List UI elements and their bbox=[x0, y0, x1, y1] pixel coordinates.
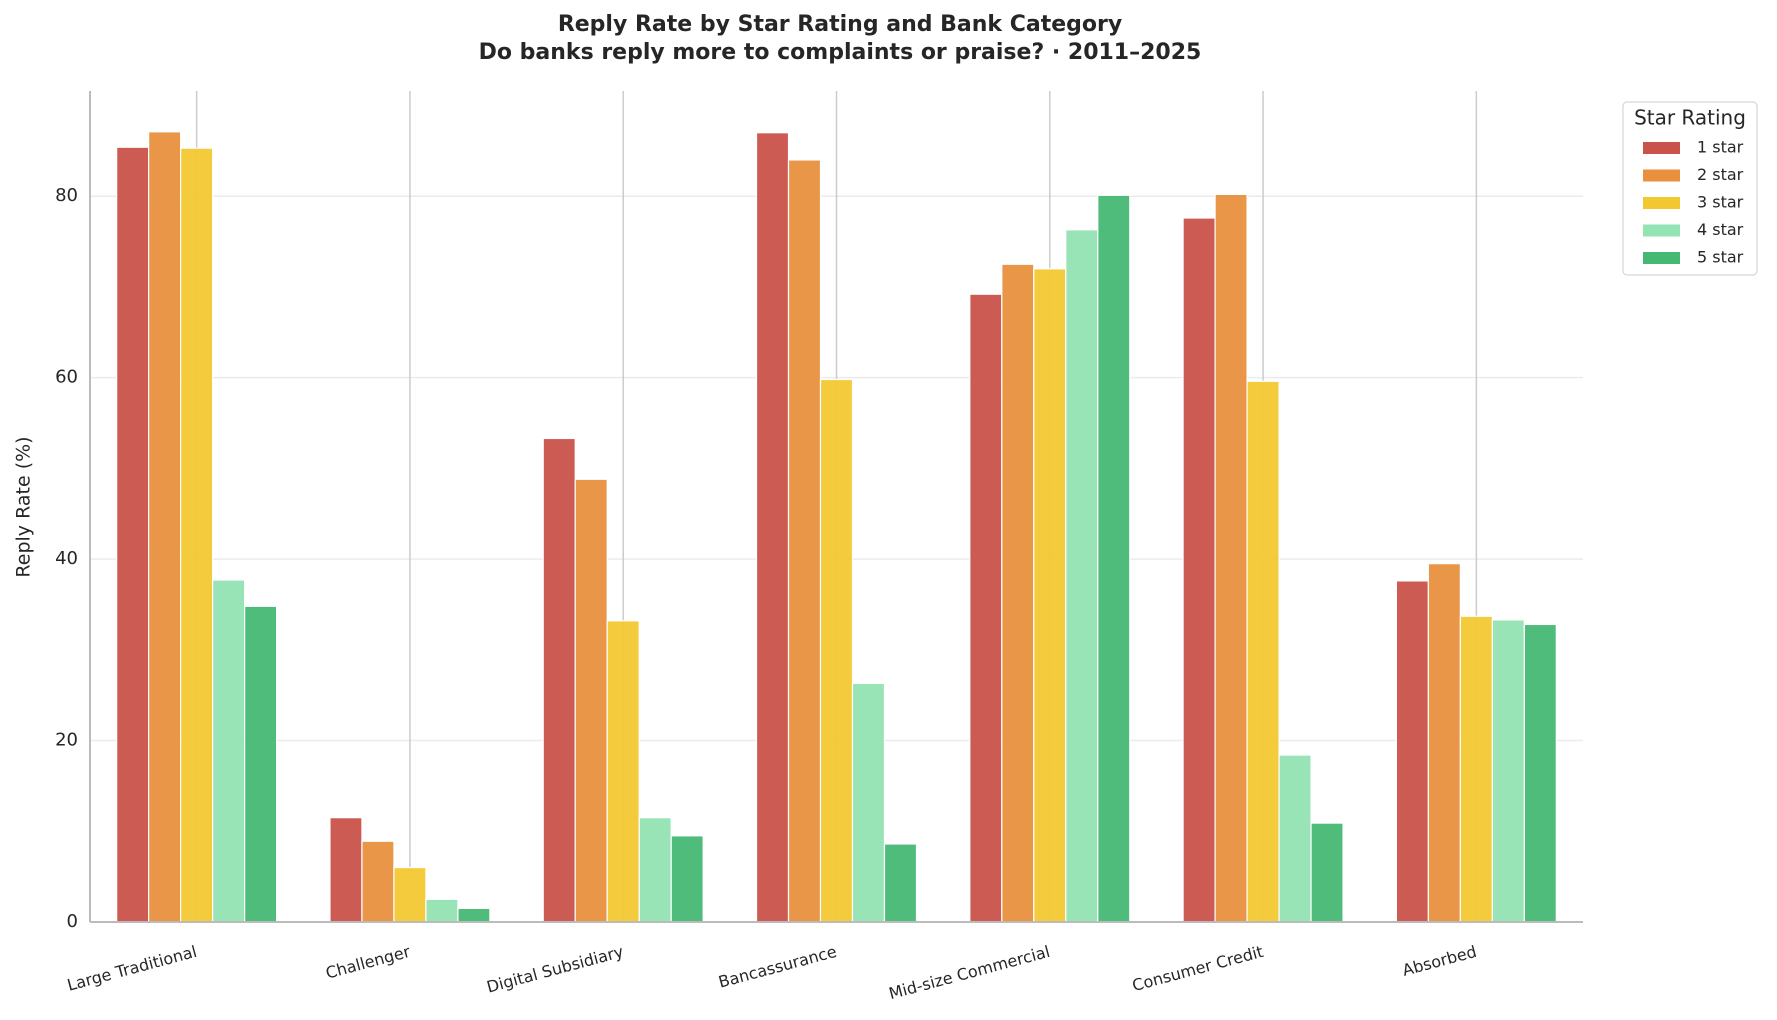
bar bbox=[148, 131, 182, 923]
bar bbox=[1310, 822, 1344, 923]
bar bbox=[606, 620, 640, 923]
bar bbox=[638, 817, 672, 923]
bar bbox=[457, 907, 491, 923]
x-tick-label: Bancassurance bbox=[716, 942, 838, 992]
legend-label: 3 star bbox=[1697, 193, 1744, 212]
bar bbox=[1033, 268, 1067, 923]
bar bbox=[851, 682, 886, 923]
y-axis-label: Reply Rate (%) bbox=[13, 436, 35, 577]
bar bbox=[1214, 193, 1248, 923]
bar bbox=[1395, 580, 1429, 923]
bar bbox=[574, 478, 608, 923]
bar bbox=[329, 817, 363, 923]
bar bbox=[819, 378, 854, 923]
x-tick-label: Large Traditional bbox=[65, 942, 199, 995]
bar bbox=[1459, 615, 1493, 923]
legend-label: 2 star bbox=[1697, 165, 1744, 184]
bar bbox=[1491, 619, 1525, 923]
bar bbox=[969, 293, 1003, 923]
bar bbox=[1246, 380, 1280, 923]
bar bbox=[212, 579, 246, 923]
bar bbox=[542, 437, 576, 923]
bar bbox=[1065, 229, 1099, 923]
y-tick-label: 20 bbox=[55, 730, 78, 751]
x-tick-label: Challenger bbox=[324, 942, 413, 983]
bar bbox=[787, 159, 822, 923]
bar bbox=[244, 605, 278, 923]
y-tick-label: 0 bbox=[67, 911, 78, 932]
y-tick-label: 60 bbox=[55, 367, 78, 388]
y-tick-label: 80 bbox=[55, 185, 78, 206]
bar bbox=[1523, 623, 1557, 923]
bar bbox=[180, 147, 214, 923]
bar bbox=[1097, 194, 1131, 923]
bar bbox=[116, 146, 150, 923]
legend-label: 5 star bbox=[1697, 248, 1744, 267]
bar bbox=[670, 835, 704, 923]
bar bbox=[361, 840, 395, 923]
bar bbox=[755, 132, 790, 923]
bar bbox=[1278, 754, 1312, 923]
legend-title: Star Rating bbox=[1634, 106, 1746, 130]
bar bbox=[1182, 217, 1216, 923]
bar bbox=[883, 843, 918, 923]
legend-swatch bbox=[1643, 252, 1680, 264]
x-tick-label: Mid-size Commercial bbox=[887, 942, 1052, 1003]
legend-label: 1 star bbox=[1697, 138, 1744, 157]
x-tick-label: Digital Subsidiary bbox=[485, 942, 626, 997]
x-tick-label: Absorbed bbox=[1400, 942, 1478, 980]
legend-swatch bbox=[1643, 224, 1680, 237]
bar bbox=[1427, 563, 1461, 923]
bar bbox=[425, 898, 459, 923]
bar bbox=[1001, 263, 1035, 923]
legend-label: 4 star bbox=[1697, 220, 1744, 239]
legend-swatch bbox=[1643, 169, 1680, 182]
legend-swatch bbox=[1643, 197, 1680, 209]
bar bbox=[393, 866, 427, 923]
x-tick-label: Consumer Credit bbox=[1130, 942, 1265, 995]
legend-swatch bbox=[1643, 142, 1680, 154]
y-tick-label: 40 bbox=[55, 548, 78, 569]
chart-title: Reply Rate by Star Rating and Bank Categ… bbox=[558, 12, 1122, 37]
chart-subtitle: Do banks reply more to complaints or pra… bbox=[479, 40, 1202, 65]
